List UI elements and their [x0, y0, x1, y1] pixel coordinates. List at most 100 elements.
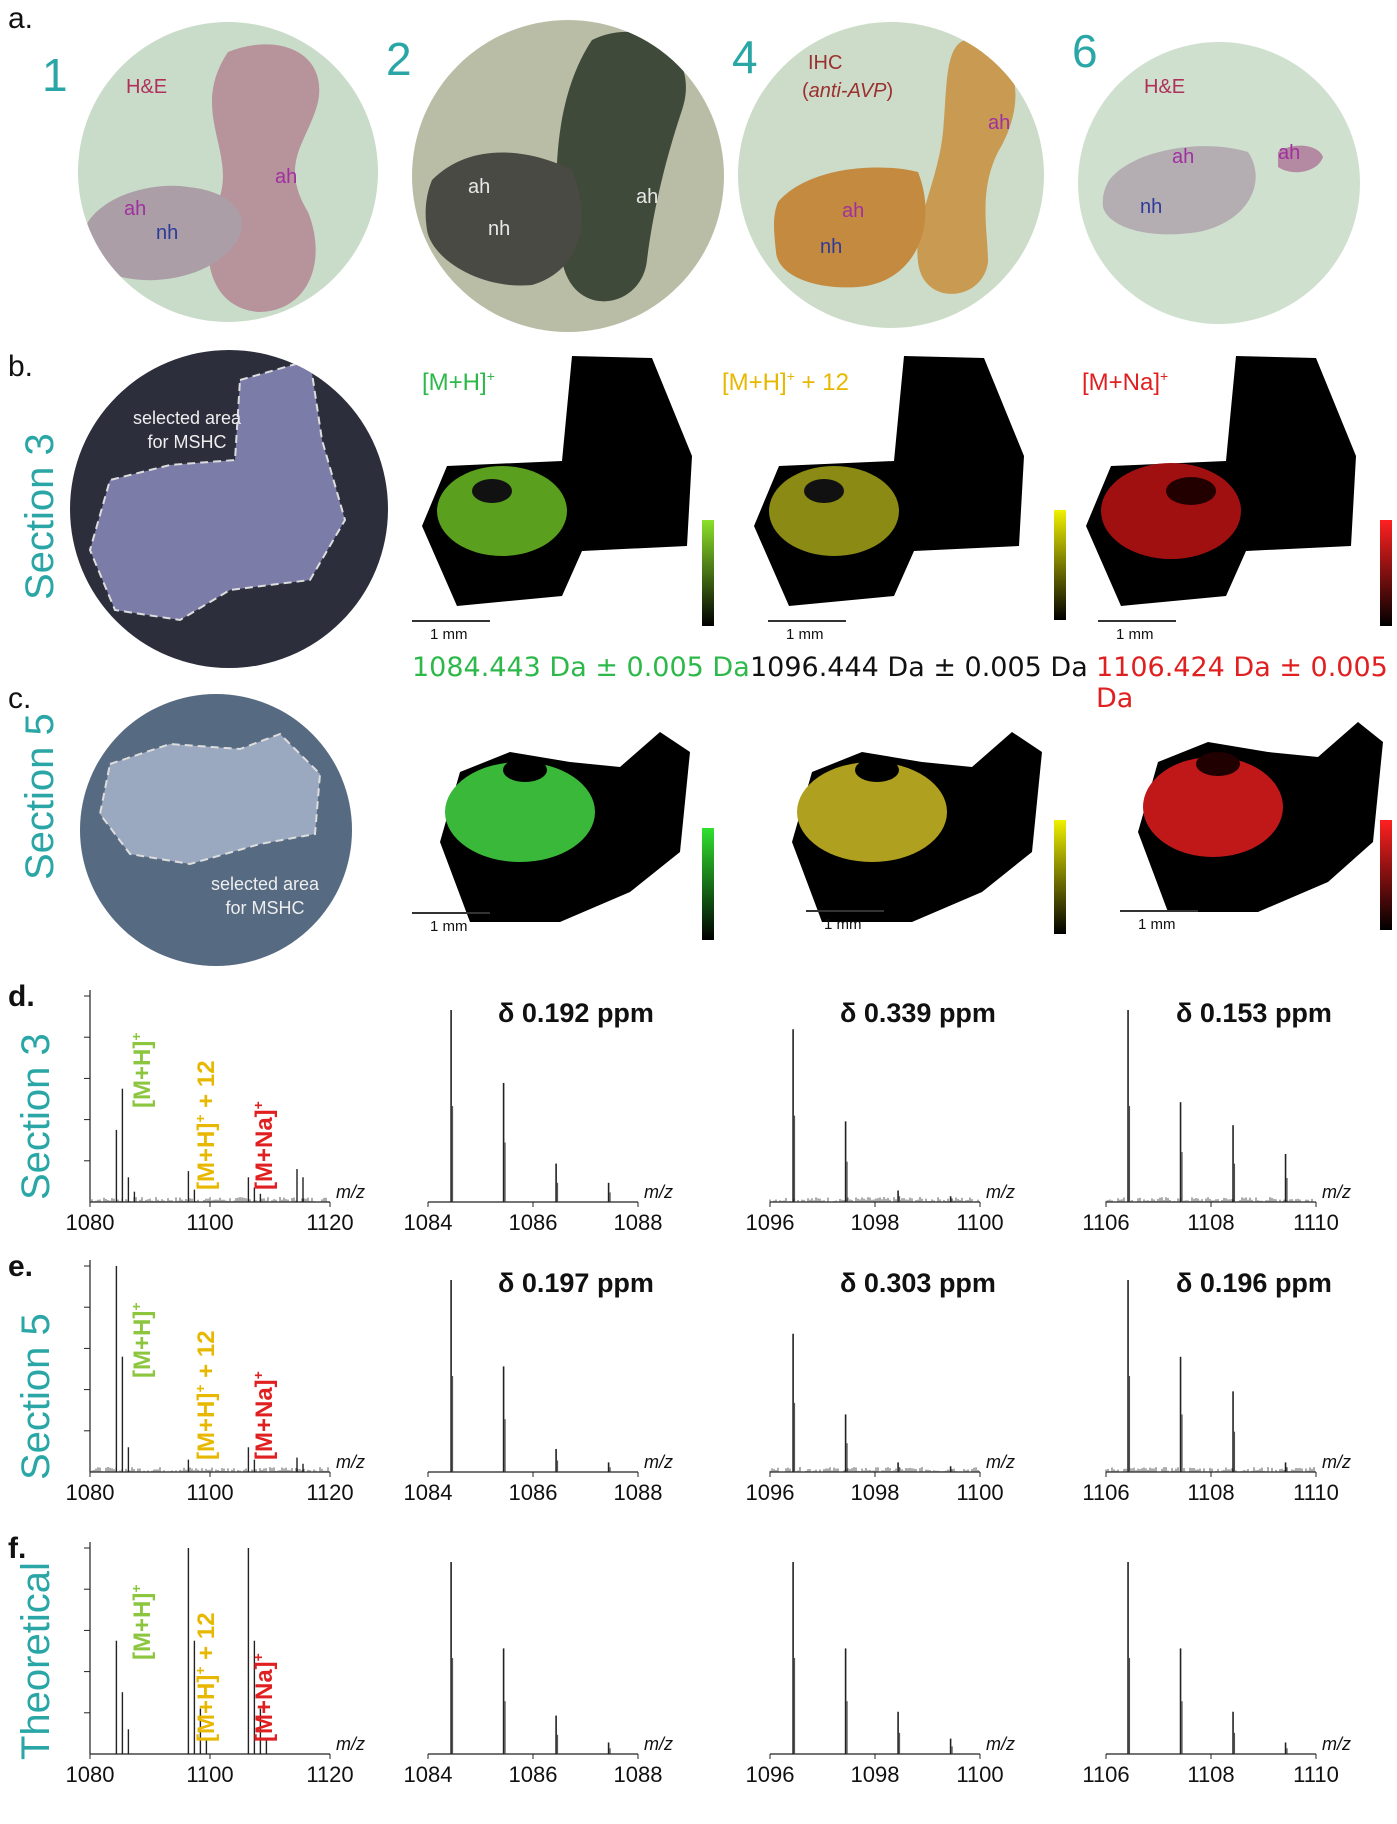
noise-trace: [1105, 1467, 1315, 1472]
spectrum-2-2: 1096 1098 1100 m/z: [746, 1562, 1015, 1787]
msi-image-mh12-section3: [754, 356, 1024, 606]
panel-c-letter: c.: [8, 682, 32, 715]
spectrum-ion-label-mh12: [M+H]+ + 12: [192, 1612, 221, 1742]
panel-e-letter: e.: [8, 1250, 34, 1283]
ion-label-sup: +: [192, 1666, 208, 1675]
spectrum-ion-label-mna: [M+Na]+: [250, 1653, 279, 1742]
x-tick-label: 1084: [404, 1480, 453, 1505]
x-tick-label: 1088: [614, 1210, 663, 1235]
ah-label-1b: ah: [124, 198, 147, 220]
x-axis-label: m/z: [1322, 1452, 1351, 1472]
ion-label-base: [M+Na]: [251, 1661, 278, 1742]
noise-trace: [89, 1197, 329, 1202]
ion-label-suffix: + 12: [193, 1330, 220, 1385]
spectra-row-0-section-label: Section 3: [14, 1033, 58, 1200]
x-tick-label: 1086: [509, 1480, 558, 1505]
scale-bar-c1: [412, 912, 490, 914]
ion-label-mh12-b: [M+H]+ + 12: [722, 368, 849, 397]
image-number-4: 4: [732, 31, 758, 83]
x-tick-label: 1088: [614, 1762, 663, 1787]
ion-label-suffix: + 12: [193, 1060, 220, 1115]
scale-bar-b3: [1098, 620, 1176, 622]
scale-bar-b2: [768, 620, 846, 622]
ion-label-sup: +: [128, 1032, 144, 1041]
he-section-1-image: [78, 22, 378, 322]
spectrum-2-3: 1106 1108 1110 m/z: [1082, 1562, 1351, 1787]
selected-area-outline-3: [88, 358, 347, 622]
msi-image-mna-section5: [1138, 722, 1383, 912]
ion-label-sup: +: [128, 1584, 144, 1593]
x-tick-label: 1120: [306, 1480, 353, 1505]
ah-label-4a: ah: [988, 112, 1011, 134]
x-tick-label: 1098: [851, 1762, 900, 1787]
colorbar-red-c: [1380, 820, 1392, 930]
ppm-error-label: δ 0.303 ppm: [840, 1268, 996, 1298]
scale-label-c3: 1 mm: [1138, 916, 1176, 933]
spectrum-ion-label-mna: [M+Na]+: [250, 1101, 279, 1190]
x-tick-label: 1110: [1293, 1762, 1339, 1787]
spectrum-0-2: 1096 1098 1100 m/z: [746, 1029, 1015, 1235]
stain-sublabel-antiavp: (anti-AVP): [802, 80, 894, 102]
msi-image-mh-section5: [440, 732, 690, 922]
scale-label-c2: 1 mm: [824, 916, 862, 933]
x-tick-label: 1084: [404, 1762, 453, 1787]
x-tick-label: 1100: [186, 1480, 233, 1505]
ion-label-base: [M+H]: [422, 369, 487, 396]
noise-trace: [89, 1467, 329, 1472]
ion-label-sup: +: [192, 1384, 208, 1393]
x-tick-label: 1096: [746, 1210, 795, 1235]
spectrum-0-1: 1084 1086 1088 m/z: [404, 1010, 673, 1235]
x-axis-label: m/z: [986, 1182, 1015, 1202]
spectrum-ion-label-mh12: [M+H]+ + 12: [192, 1330, 221, 1460]
stain-label-he-1: H&E: [126, 76, 168, 98]
ion-label-base: [M+H]: [129, 1310, 156, 1378]
x-tick-label: 1110: [1293, 1480, 1339, 1505]
panel-b-section-label: Section 3: [18, 433, 62, 600]
x-tick-label: 1120: [306, 1210, 353, 1235]
x-tick-label: 1120: [306, 1762, 353, 1787]
ppm-error-label: δ 0.196 ppm: [1176, 1268, 1332, 1298]
spectrum-ion-label-mh: [M+H]+: [128, 1584, 157, 1660]
panel-c-section-label: Section 5: [18, 713, 62, 880]
ion-label-sup: +: [250, 1101, 266, 1110]
selected-area-caption-c: selected area for MSHC: [190, 872, 340, 920]
panel-f-letter: f.: [8, 1532, 27, 1565]
ah-label-4b: ah: [842, 200, 865, 222]
x-tick-label: 1108: [1187, 1480, 1234, 1505]
ion-label-base: [M+H]: [193, 1392, 220, 1460]
selected-area-outline-5: [98, 732, 322, 866]
spectrum-0-0: 1080 1100 1120 m/z: [66, 990, 365, 1235]
panel-a-letter: a.: [8, 2, 34, 35]
spectrum-2-1: 1084 1086 1088 m/z: [404, 1562, 673, 1787]
msi-section-5-photo: [80, 694, 352, 966]
x-tick-label: 1106: [1082, 1480, 1129, 1505]
spectra-row-2-section-label: Theoretical: [14, 1562, 58, 1760]
ppm-error-label: δ 0.153 ppm: [1176, 998, 1332, 1028]
scale-bar-c2: [806, 910, 884, 912]
x-tick-label: 1100: [956, 1210, 1003, 1235]
ion-label-base: [M+Na]: [1082, 369, 1161, 396]
x-tick-label: 1080: [66, 1210, 115, 1235]
ah-label-2b: ah: [636, 186, 659, 208]
x-tick-label: 1110: [1293, 1210, 1339, 1235]
x-axis-label: m/z: [986, 1452, 1015, 1472]
stain-label-ihc: IHC: [808, 52, 843, 74]
spectrum-1-1: 1084 1086 1088 m/z: [404, 1280, 673, 1505]
selected-area-caption-line1: selected area: [210, 874, 320, 894]
panel-b-letter: b.: [8, 350, 34, 383]
image-number-2: 2: [386, 33, 412, 85]
x-axis-label: m/z: [1322, 1734, 1351, 1754]
x-tick-label: 1100: [186, 1762, 233, 1787]
ion-label-sup: +: [128, 1302, 144, 1311]
ppm-error-label: δ 0.192 ppm: [498, 998, 654, 1028]
ion-label-mna-b: [M+Na]+: [1082, 368, 1168, 397]
scale-label-c1: 1 mm: [430, 918, 468, 935]
x-tick-label: 1086: [509, 1210, 558, 1235]
ihc-section-4-tissue: [774, 39, 1016, 294]
x-axis-label: m/z: [644, 1452, 673, 1472]
ion-label-sup: +: [1160, 368, 1169, 384]
image-number-6: 6: [1072, 25, 1098, 77]
colorbar-yellow-c: [1054, 820, 1066, 934]
panel-d-letter: d.: [8, 980, 35, 1013]
msi-image-mna-section3: [1086, 356, 1356, 606]
